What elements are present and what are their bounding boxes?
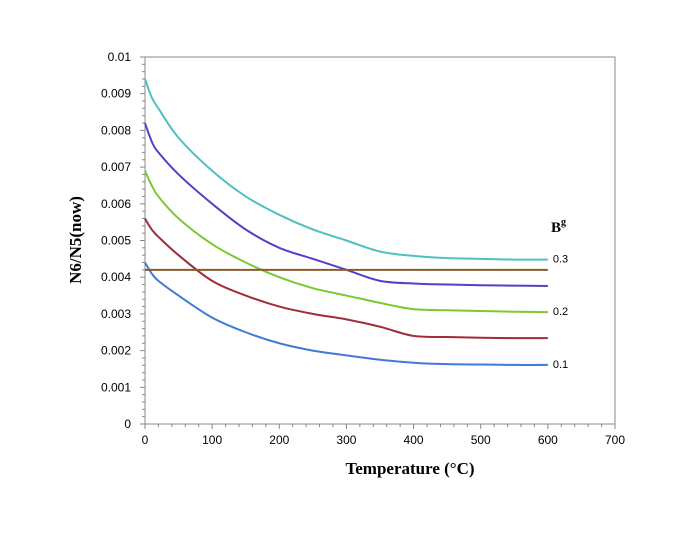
series-line-0.15 [144,217,548,340]
x-axis: 0 100 200 300 400 500 600 700 [142,424,625,447]
series-line-0.3 [144,78,548,261]
x-tick-label: 0 [142,433,149,447]
series-line-0.1 [144,261,548,366]
series-label-layer: 0.3 0.2 0.1 [553,254,568,371]
y-tick-label: 0.002 [101,344,131,358]
y-tick-label: 0 [124,417,131,431]
x-tick-label: 700 [605,433,625,447]
legend-title-sup: g [561,217,566,228]
x-tick-label: 500 [471,433,491,447]
plot-area-frame [144,56,616,425]
series-layer [144,78,548,366]
x-axis-title: Temperature (°C) [345,459,474,478]
y-axis: 0 0.001 0.002 0.003 0.004 0.005 0.006 0.007 0.00… [101,50,145,431]
y-tick-label: 0.003 [101,307,131,321]
series-line-0.25 [144,122,548,288]
y-tick-label: 0.006 [101,197,131,211]
y-axis-title: N6/N5(now) [66,196,85,284]
series-label-0.2: 0.2 [553,306,568,318]
legend-title: Bg [551,217,566,236]
y-tick-label: 0.004 [101,270,131,284]
y-tick-label: 0.01 [108,50,132,64]
x-tick-label: 400 [404,433,424,447]
y-tick-label: 0.008 [101,123,131,137]
y-tick-label: 0.007 [101,160,131,174]
y-tick-label: 0.005 [101,234,131,248]
y-tick-label: 0.009 [101,87,131,101]
x-tick-label: 100 [202,433,222,447]
series-label-0.1: 0.1 [553,359,568,371]
series-line-0.2 [144,170,548,314]
legend-title-main: B [551,220,561,236]
x-tick-label: 600 [538,433,558,447]
series-label-0.3: 0.3 [553,254,568,266]
x-tick-label: 300 [336,433,356,447]
x-tick-label: 200 [269,433,289,447]
y-tick-label: 0.001 [101,380,131,394]
